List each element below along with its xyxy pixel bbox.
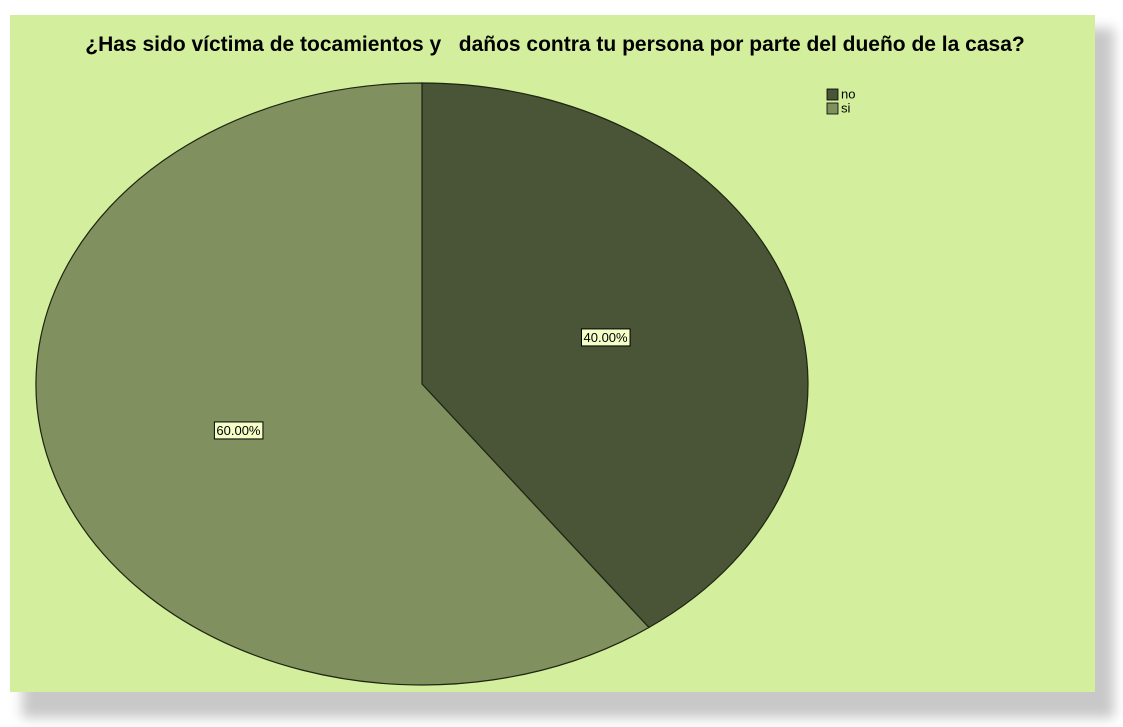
legend-swatch bbox=[826, 88, 839, 101]
legend-label: no bbox=[841, 86, 855, 101]
legend-label: si bbox=[841, 100, 851, 115]
value-label: 40.00% bbox=[584, 330, 629, 345]
value-label-box bbox=[213, 421, 264, 440]
chart-title: ¿Has sido víctima de tocamientos y daños… bbox=[85, 33, 1025, 56]
value-label: 60.00% bbox=[216, 423, 261, 438]
value-label-box bbox=[581, 328, 631, 347]
pie-slice bbox=[421, 82, 809, 629]
pie-slice bbox=[35, 82, 650, 686]
legend-swatch bbox=[826, 102, 839, 115]
